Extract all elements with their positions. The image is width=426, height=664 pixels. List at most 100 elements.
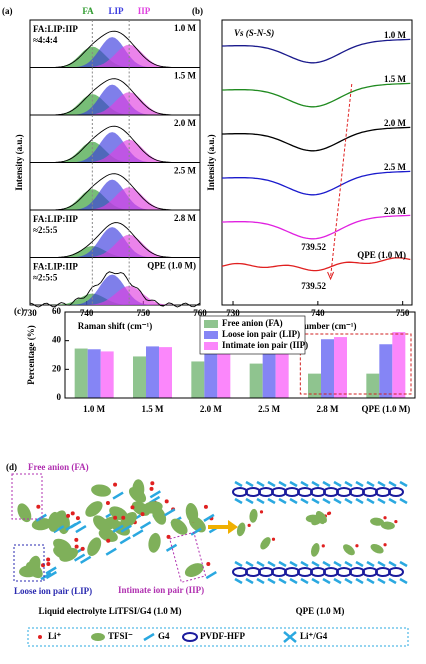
x-tick-label: 750 <box>396 308 410 318</box>
trace-label: 2.5 M <box>384 162 407 172</box>
annotation: Intimate ion pair (IIP) <box>118 585 204 595</box>
x-tick-label: 2.8 M <box>317 404 340 414</box>
spectrum <box>222 38 411 64</box>
tfsi-anion <box>236 522 246 537</box>
trace-label: QPE (1.0 M) <box>357 250 406 260</box>
legend-label: Loose ion pair (LIP) <box>222 329 300 339</box>
g4-chain <box>366 560 375 568</box>
g4-chain <box>377 497 386 505</box>
li-ion <box>150 481 155 486</box>
spectrum <box>29 271 201 308</box>
bar <box>74 348 88 398</box>
pvdf-hfp-chain <box>388 487 404 497</box>
g4-chain <box>53 525 65 534</box>
li-ion <box>383 543 387 547</box>
li-ion <box>247 523 251 527</box>
g4-chain <box>132 529 144 538</box>
tfsi-anion <box>170 518 188 535</box>
bar <box>321 339 334 398</box>
tfsi-anion <box>260 537 271 550</box>
bar <box>87 349 101 398</box>
g4-chain <box>267 577 276 585</box>
tfsi-anion <box>17 503 32 523</box>
ratio-label: ≈2:5:5 <box>33 225 58 235</box>
spectrum <box>222 214 411 240</box>
li-ion <box>355 544 359 548</box>
li-ion <box>206 562 211 567</box>
g4-chain <box>355 560 364 568</box>
legend-label: TFSI⁻ <box>108 631 133 641</box>
g4-chain <box>388 560 397 568</box>
g4-chain <box>278 577 287 585</box>
tfsi-anion <box>343 544 355 556</box>
li-ion <box>106 538 111 543</box>
trace-label: QPE (1.0 M) <box>147 261 196 271</box>
g4-chain <box>322 560 331 568</box>
li-ion <box>74 537 79 542</box>
x-tick-label: 750 <box>137 308 151 318</box>
g4-chain <box>75 525 87 534</box>
li-ion <box>121 515 126 520</box>
ratio-label: ≈2:5:5 <box>33 273 58 283</box>
g4-chain <box>256 480 265 488</box>
x-axis-label: Raman shift (cm⁻¹) <box>78 321 152 331</box>
g4-chain <box>278 560 287 568</box>
li-ion <box>383 516 387 520</box>
ratio-label: ≈4:4:4 <box>33 35 58 45</box>
y-axis-label: Intensity (a.u.) <box>14 134 24 190</box>
fitted-component <box>30 84 200 115</box>
li-ion <box>259 510 264 514</box>
bar <box>249 363 263 398</box>
process-arrow <box>208 520 238 534</box>
bar <box>146 346 159 398</box>
g4-chain <box>333 497 342 505</box>
legend-label: Li⁺ <box>48 631 62 641</box>
g4-chain <box>322 480 331 488</box>
legend-swatch <box>204 320 218 328</box>
panel-label: (a) <box>2 6 13 16</box>
tfsi-anion <box>249 508 258 523</box>
li-ion <box>140 512 145 517</box>
tfsi-anion <box>315 511 326 525</box>
g4-chain <box>267 560 276 568</box>
g4-chain <box>119 536 131 545</box>
li-ion <box>66 513 71 518</box>
spectrum <box>221 257 411 272</box>
y-tick-label: 40 <box>52 335 62 345</box>
lip-box <box>13 544 45 582</box>
tfsi-anion <box>93 515 110 533</box>
g4-chain <box>245 480 254 488</box>
g4-chain <box>344 577 353 585</box>
x-axis-label: Wavenumber (cm⁻¹) <box>277 321 356 331</box>
trace-label: 2.8 M <box>174 213 197 223</box>
legend-li-g4 <box>283 631 297 643</box>
g4-chain <box>234 480 243 488</box>
li-ion <box>164 499 169 504</box>
trace-label: 2.8 M <box>384 206 407 216</box>
trend-arrow <box>330 83 353 278</box>
y-tick-label: 0 <box>57 392 62 402</box>
g4-chain <box>112 524 124 533</box>
g4-chain <box>333 577 342 585</box>
bar <box>262 343 276 398</box>
li-ion <box>36 504 41 509</box>
fitted-component <box>30 139 200 163</box>
g4-chain <box>289 480 298 488</box>
li-ion <box>271 537 276 541</box>
li-ion <box>321 544 325 548</box>
tfsi-anion <box>184 563 204 577</box>
peak-label: 739.52 <box>301 242 326 252</box>
g4-chain <box>245 560 254 568</box>
li-ion <box>105 501 110 506</box>
trace-label: 1.5 M <box>174 71 197 81</box>
g4-chain <box>333 480 342 488</box>
li-ion <box>326 511 331 516</box>
bar <box>308 373 321 398</box>
g4-chain <box>205 570 217 580</box>
li-ion <box>203 504 208 509</box>
li-ion <box>394 519 398 524</box>
g4-chain <box>344 497 353 505</box>
fitted-component <box>30 187 200 210</box>
x-tick-label: 2.0 M <box>200 404 223 414</box>
bar <box>217 344 231 398</box>
